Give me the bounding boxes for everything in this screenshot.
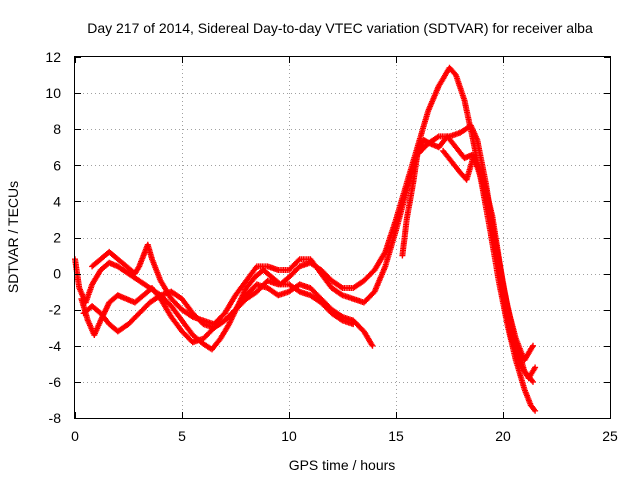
x-tick-label: 5: [178, 428, 186, 444]
y-tick-label: 0: [53, 266, 61, 282]
data-point: [295, 257, 302, 264]
y-tick-label: -2: [49, 302, 62, 318]
series-track-1: [72, 64, 539, 414]
grid: [75, 57, 610, 418]
chart-title: Day 217 of 2014, Sidereal Day-to-day VTE…: [87, 20, 593, 36]
plot-frame: [74, 56, 611, 419]
data-point: [532, 364, 539, 371]
x-axis-label: GPS time / hours: [289, 457, 396, 473]
x-tick-label: 25: [602, 428, 618, 444]
series-track-4: [80, 277, 357, 335]
data-point: [530, 378, 536, 385]
y-tick-label: 4: [53, 193, 61, 209]
y-axis-label: SDTVAR / TECUs: [5, 181, 21, 293]
y-tick-label: 10: [45, 85, 61, 101]
x-tick-label: 15: [388, 428, 404, 444]
x-tick-label: 10: [281, 428, 297, 444]
x-tick-label: 0: [71, 428, 79, 444]
y-tick-label: -8: [49, 410, 62, 426]
y-tick-label: -6: [49, 374, 62, 390]
data-point: [530, 342, 536, 349]
y-tick-label: 2: [53, 230, 61, 246]
y-tick-label: 6: [53, 157, 61, 173]
x-tick-label: 20: [495, 428, 511, 444]
axes: 0 5 10 15 20 25 -8 -6 -4 -2 0 2 4 6 8 10 12: [45, 49, 618, 444]
y-tick-label: -4: [49, 338, 62, 354]
data-point: [532, 407, 539, 414]
data-point: [350, 321, 357, 328]
y-tick-label: 12: [45, 49, 61, 65]
series-track-6: [440, 147, 536, 385]
y-tick-label: 8: [53, 121, 61, 137]
plot-area: [72, 64, 539, 414]
data-point: [369, 342, 376, 349]
